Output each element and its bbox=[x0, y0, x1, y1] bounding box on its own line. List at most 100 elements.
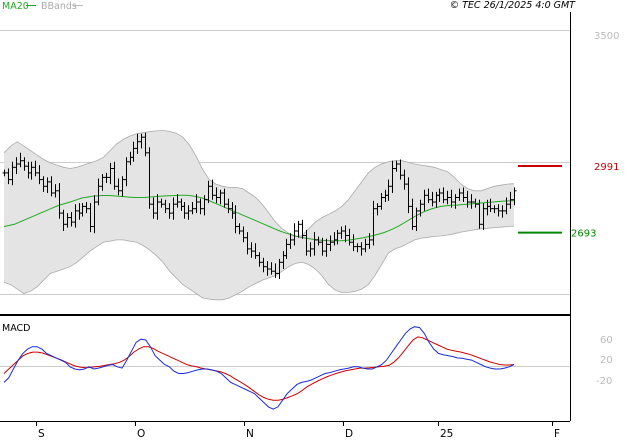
price-bar bbox=[430, 191, 435, 207]
price-bar bbox=[37, 165, 42, 185]
price-bar bbox=[245, 232, 250, 255]
price-bar bbox=[14, 157, 19, 175]
price-bar bbox=[198, 198, 203, 215]
price-bar bbox=[186, 205, 191, 220]
price-bar bbox=[124, 157, 129, 187]
price-bar bbox=[49, 176, 54, 197]
support-label: 2693 bbox=[571, 229, 596, 240]
price-bar bbox=[269, 262, 274, 275]
price-bar bbox=[316, 236, 321, 246]
price-bar bbox=[324, 238, 329, 257]
price-bar bbox=[273, 263, 278, 278]
price-bar bbox=[218, 189, 223, 205]
price-bar bbox=[226, 198, 231, 214]
price-bar bbox=[351, 234, 356, 252]
price-bar bbox=[445, 190, 450, 205]
bollinger-upper-line bbox=[3, 130, 515, 238]
price-bar bbox=[386, 179, 391, 201]
price-bar bbox=[277, 258, 282, 279]
macd-title: MACD bbox=[2, 323, 30, 334]
price-bar bbox=[284, 238, 289, 259]
macd-line bbox=[3, 326, 515, 410]
price-bar bbox=[41, 176, 46, 192]
price-bar bbox=[335, 229, 340, 245]
price-bar bbox=[261, 257, 266, 273]
price-bar bbox=[481, 203, 486, 230]
price-bar bbox=[359, 242, 364, 256]
price-bar bbox=[308, 242, 313, 257]
price-bar bbox=[488, 198, 493, 212]
price-bar bbox=[257, 252, 262, 267]
price-bar bbox=[398, 159, 403, 180]
price-bar bbox=[194, 194, 199, 214]
price-bar bbox=[328, 235, 333, 252]
price-bar bbox=[210, 179, 215, 200]
price-bar bbox=[6, 168, 11, 185]
price-bar bbox=[65, 213, 70, 228]
price-bar bbox=[371, 200, 376, 246]
price-bar bbox=[241, 226, 246, 243]
x-label-S: S bbox=[38, 428, 45, 440]
price-bar bbox=[296, 220, 301, 238]
price-bar bbox=[379, 193, 384, 210]
price-bar bbox=[135, 133, 140, 154]
price-bar bbox=[171, 197, 176, 220]
macd-axis-tick-neg20: -20 bbox=[596, 376, 612, 387]
price-bar bbox=[320, 237, 325, 256]
price-bar bbox=[410, 198, 415, 230]
price-bar bbox=[500, 205, 505, 218]
price-bar bbox=[508, 191, 513, 209]
price-bar bbox=[312, 232, 317, 256]
price-bar bbox=[104, 172, 109, 183]
price-bar bbox=[202, 195, 207, 216]
time-axis: S O N D 25 F bbox=[36, 421, 560, 440]
price-bar bbox=[53, 184, 58, 198]
price-bar bbox=[465, 190, 470, 208]
price-bars bbox=[2, 132, 517, 279]
price-bar bbox=[406, 177, 411, 214]
price-bar bbox=[426, 188, 431, 204]
price-bar bbox=[182, 202, 187, 219]
price-bar bbox=[288, 233, 293, 249]
price-bar bbox=[73, 204, 78, 228]
price-bar bbox=[265, 261, 270, 276]
copyright-text: © TEC 26/1/2025 4:0 GMT bbox=[450, 0, 577, 11]
price-bar bbox=[139, 133, 144, 149]
price-bar bbox=[155, 194, 160, 220]
x-label-N: N bbox=[246, 428, 254, 440]
price-bar bbox=[300, 219, 305, 239]
price-bar bbox=[414, 207, 419, 231]
price-bar bbox=[390, 160, 395, 193]
macd-axis-tick-20: 20 bbox=[600, 355, 613, 366]
price-bar bbox=[147, 147, 152, 209]
price-bar bbox=[116, 178, 121, 196]
price-bar bbox=[167, 203, 172, 219]
macd-signal-line bbox=[3, 336, 515, 401]
price-axis-tick-3500: 3500 bbox=[594, 31, 619, 42]
price-bar bbox=[80, 203, 85, 217]
price-bar bbox=[339, 226, 344, 239]
price-bar bbox=[100, 174, 105, 191]
price-bar bbox=[496, 204, 501, 217]
price-bar bbox=[22, 157, 27, 171]
price-bar bbox=[249, 242, 254, 258]
x-label-O: O bbox=[137, 428, 145, 440]
price-bar bbox=[343, 225, 348, 243]
price-bar bbox=[441, 187, 446, 204]
price-bar bbox=[363, 238, 368, 253]
bollinger-lower-line bbox=[3, 225, 515, 301]
price-bar bbox=[131, 141, 136, 162]
price-bar bbox=[151, 197, 156, 219]
price-bar bbox=[2, 169, 7, 177]
price-bar bbox=[469, 194, 474, 209]
price-bar bbox=[402, 169, 407, 190]
macd-axis-tick-60: 60 bbox=[600, 335, 613, 346]
price-bar bbox=[367, 233, 372, 249]
price-bar bbox=[473, 198, 478, 208]
price-bar bbox=[394, 160, 399, 172]
price-bar bbox=[206, 180, 211, 204]
price-bar bbox=[355, 243, 360, 253]
legend-ma20: MA20 bbox=[2, 1, 29, 12]
